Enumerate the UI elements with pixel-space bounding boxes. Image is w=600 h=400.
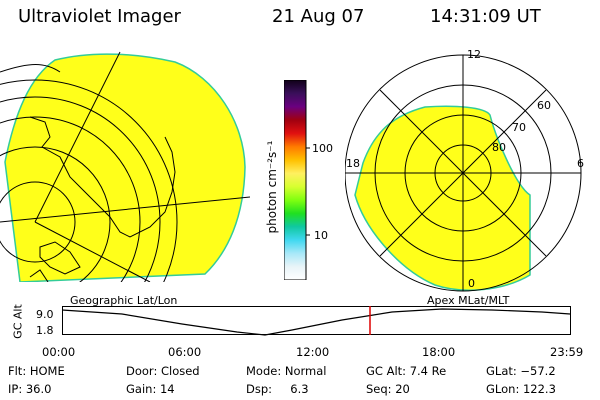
timeline-y-tick-bottom: 1.8 — [36, 324, 54, 337]
geo-panel-label: Geographic Lat/Lon — [70, 294, 178, 307]
status-flight: Flt: HOME — [8, 364, 65, 378]
status-glon: GLon: 122.3 — [486, 382, 556, 396]
lat-label-80: 80 — [492, 141, 506, 154]
status-glat: GLat: −57.2 — [486, 364, 556, 378]
timeline-x-tick: 12:00 — [296, 345, 330, 359]
status-seq: Seq: 20 — [366, 382, 410, 396]
timeline-y-tick-top: 9.0 — [36, 308, 54, 321]
status-mode: Mode: Normal — [246, 364, 327, 378]
status-door: Door: Closed — [126, 364, 200, 378]
mlt-label-6: 6 — [577, 157, 584, 170]
polar-panel-label: Apex MLat/MLT — [427, 294, 510, 307]
mlt-label-0: 0 — [468, 277, 475, 290]
geographic-image — [0, 51, 250, 282]
lat-label-60: 60 — [537, 99, 551, 112]
colorbar-tick-100: 100 — [312, 142, 333, 155]
timeline-x-tick: 23:59 — [550, 345, 584, 359]
timeline-x-tick: 18:00 — [422, 345, 456, 359]
time-label: 14:31:09 UT — [430, 6, 541, 27]
timeline-x-tick: 06:00 — [168, 345, 202, 359]
status-gain: Gain: 14 — [126, 382, 175, 396]
mlt-label-12: 12 — [467, 48, 481, 61]
mlt-label-18: 18 — [346, 157, 360, 170]
geo-coastline — [29, 116, 176, 282]
status-dsp: Dsp: 6.3 — [246, 382, 309, 396]
colorbar-tick-10: 10 — [314, 229, 328, 242]
timeline-y-axis-label: GC Alt — [11, 304, 25, 339]
lat-label-70: 70 — [512, 121, 526, 134]
colorbar-unit-label: photon cm⁻²s⁻¹ — [265, 140, 279, 234]
polar-emission-region — [354, 105, 531, 291]
polar-image — [345, 54, 582, 292]
instrument-title: Ultraviolet Imager — [18, 6, 181, 27]
status-gc-alt: GC Alt: 7.4 Re — [366, 364, 447, 378]
altitude-timeline — [62, 306, 571, 336]
status-ip: IP: 36.0 — [8, 382, 52, 396]
colorbar — [284, 80, 310, 280]
date-label: 21 Aug 07 — [272, 6, 365, 27]
timeline-x-tick: 00:00 — [42, 345, 76, 359]
